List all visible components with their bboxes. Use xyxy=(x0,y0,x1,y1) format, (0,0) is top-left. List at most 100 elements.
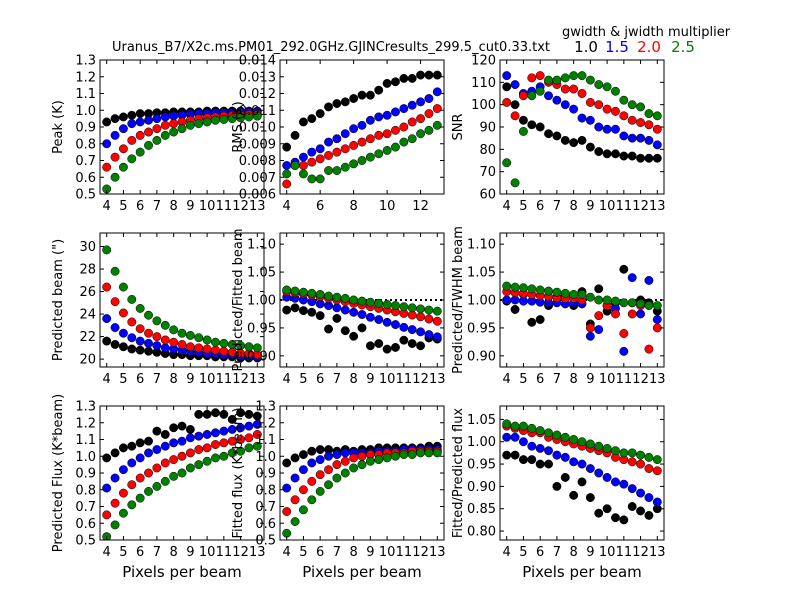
point-series4-11 xyxy=(365,456,375,466)
point-series1-4 xyxy=(527,455,537,465)
point-series3-19 xyxy=(652,124,662,134)
point-series2-17 xyxy=(636,133,646,143)
point-series4-14 xyxy=(211,115,220,125)
point-series2-17 xyxy=(236,423,246,433)
point-series2-1 xyxy=(102,314,112,324)
y-tick-label: 100 xyxy=(471,98,496,113)
point-series2-1 xyxy=(282,161,292,170)
y-axis-label: Fitted/Predicted flux xyxy=(451,408,466,539)
point-series1-13 xyxy=(202,409,212,419)
point-series4-13 xyxy=(202,117,212,127)
point-series4-12 xyxy=(374,455,384,465)
point-series3-3 xyxy=(298,485,308,495)
point-series1-14 xyxy=(611,149,620,159)
point-series1-4 xyxy=(307,114,317,124)
point-series4-13 xyxy=(382,146,392,155)
point-series1-7 xyxy=(332,99,342,109)
point-series1-1 xyxy=(102,336,112,346)
point-series2-19 xyxy=(652,140,662,150)
point-series3-15 xyxy=(619,329,629,338)
point-series4-4 xyxy=(307,174,317,184)
point-series3-2 xyxy=(290,495,300,505)
point-series4-5 xyxy=(135,147,145,157)
y-tick-label: 28 xyxy=(79,263,96,278)
point-series1-6 xyxy=(324,324,333,334)
point-series3-8 xyxy=(560,84,570,94)
x-tick-label: 8 xyxy=(349,372,357,387)
point-series4-12 xyxy=(374,149,384,159)
point-series2-12 xyxy=(594,468,604,478)
point-series1-9 xyxy=(569,138,579,148)
point-series2-13 xyxy=(382,110,392,120)
point-series1-7 xyxy=(152,426,162,436)
point-series3-3 xyxy=(298,161,308,170)
point-series2-7 xyxy=(552,450,562,460)
point-series1-15 xyxy=(219,409,229,419)
point-series4-3 xyxy=(518,283,528,293)
point-series1-10 xyxy=(577,135,587,145)
y-axis-label: Predicted/Fitted beam xyxy=(231,228,246,371)
axes-frame xyxy=(499,405,665,541)
point-series1-12 xyxy=(194,409,204,419)
point-series4-2 xyxy=(110,266,120,276)
point-series4-11 xyxy=(185,331,195,340)
point-series4-15 xyxy=(619,298,629,308)
x-tick-label: 7 xyxy=(553,199,561,214)
x-tick-label: 4 xyxy=(103,199,111,214)
point-series2-10 xyxy=(357,120,367,130)
point-series4-19 xyxy=(652,455,662,465)
y-axis-label: Fitted flux (K*beam) xyxy=(231,407,246,538)
point-series1-1 xyxy=(102,453,112,463)
point-series2-6 xyxy=(144,115,153,125)
point-series2-19 xyxy=(432,87,442,97)
point-series3-19 xyxy=(432,316,442,326)
point-series4-18 xyxy=(424,125,434,135)
subplot-grid: 4 5 6 7 8 9 10 11 12 130.50.60.70.80.91.01.11.21.… xyxy=(51,54,666,582)
x-tick-label: 4 xyxy=(283,199,291,214)
point-series4-8 xyxy=(340,468,350,478)
point-series4-12 xyxy=(194,460,204,470)
point-series4-15 xyxy=(399,450,409,460)
point-series4-11 xyxy=(585,439,595,449)
legend-entry-4: 2.5 xyxy=(671,38,695,56)
point-series4-12 xyxy=(594,441,604,451)
y-tick-label: 1.2 xyxy=(75,416,96,431)
y-tick-label: 0.8 xyxy=(75,483,96,498)
x-tick-label: 13 xyxy=(429,545,446,560)
point-series2-2 xyxy=(110,130,120,140)
point-series4-6 xyxy=(544,286,553,296)
x-tick-label: 6 xyxy=(536,372,544,387)
x-axis-label: Pixels per beam xyxy=(522,563,642,581)
point-series4-4 xyxy=(527,91,537,101)
point-series1-1 xyxy=(282,458,292,468)
point-series2-3 xyxy=(118,124,128,134)
y-axis-label: SNR xyxy=(451,113,466,140)
y-tick-label: 1.10 xyxy=(247,238,276,253)
point-series2-6 xyxy=(144,448,153,458)
point-series3-12 xyxy=(594,311,604,321)
point-series4-19 xyxy=(432,448,442,458)
point-series4-14 xyxy=(391,301,400,311)
x-tick-label: 5 xyxy=(119,199,127,214)
y-tick-label: 1.00 xyxy=(467,294,496,309)
data-points xyxy=(502,264,662,356)
point-series1-17 xyxy=(416,341,426,351)
y-tick-label: 1.2 xyxy=(75,70,96,85)
point-series1-8 xyxy=(160,430,170,439)
point-series1-3 xyxy=(518,115,528,125)
point-series1-4 xyxy=(127,110,137,120)
point-series4-5 xyxy=(135,303,145,313)
point-series3-12 xyxy=(374,130,384,140)
point-series4-8 xyxy=(560,73,570,83)
point-series3-2 xyxy=(510,111,520,121)
point-series4-1 xyxy=(282,285,292,295)
point-series4-1 xyxy=(282,169,292,179)
point-series4-11 xyxy=(185,463,195,473)
y-tick-label: 1.0 xyxy=(255,450,276,465)
point-series4-14 xyxy=(211,453,220,463)
point-series2-10 xyxy=(357,310,367,319)
point-series2-15 xyxy=(219,426,229,436)
point-series2-6 xyxy=(324,137,333,147)
point-series1-5 xyxy=(315,311,325,321)
point-series4-9 xyxy=(569,435,579,444)
